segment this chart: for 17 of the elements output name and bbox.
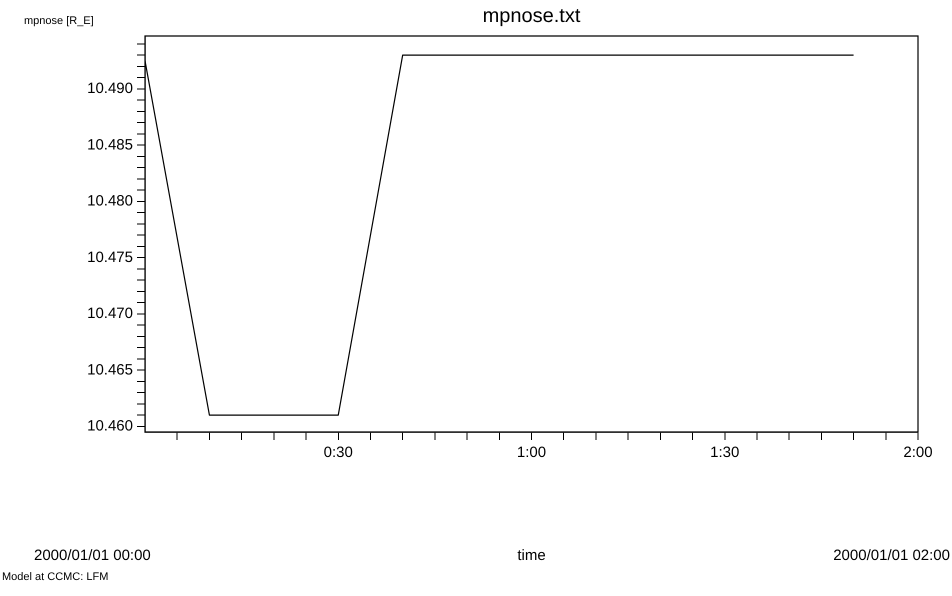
- text: 2000/01/01 02:00: [833, 547, 950, 564]
- text: Model at CCMC: LFM: [2, 571, 108, 583]
- y-tick-label: 10.465: [87, 361, 133, 378]
- y-tick-label: 10.475: [87, 248, 133, 266]
- y-axis-title: mpnose [R_E]: [24, 15, 94, 27]
- text: time: [517, 547, 546, 564]
- text: 2000/01/01 00:00: [34, 547, 151, 564]
- y-tick-label: 10.490: [87, 80, 133, 98]
- x-tick-label: 1:00: [516, 444, 546, 462]
- y-tick-label: 10.485: [87, 136, 133, 154]
- y-tick-label: 10.460: [87, 418, 133, 435]
- y-tick-label: 10.470: [87, 305, 133, 322]
- x-tick-label: 0:30: [324, 444, 353, 462]
- x-tick-label: 1:30: [710, 444, 740, 462]
- x-tick-label: 2:00: [903, 444, 933, 462]
- y-tick-label: 10.480: [87, 192, 133, 210]
- chart-title: mpnose.txt: [482, 5, 581, 27]
